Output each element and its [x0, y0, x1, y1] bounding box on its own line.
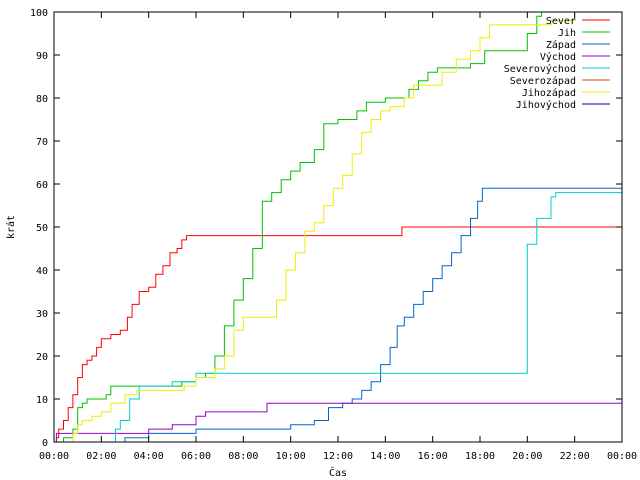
- x-tick-label: 10:00: [276, 451, 306, 462]
- legend-label: Jih: [558, 28, 576, 39]
- x-tick-label: 14:00: [370, 451, 400, 462]
- series-line-4: [54, 402, 622, 443]
- legend-label: Sever: [546, 16, 576, 27]
- x-tick-label: 08:00: [228, 451, 258, 462]
- axis-ticks: 0 10 20 30 40 50 60 70 80 90 100 00:00 02:00 04:00 06:…: [30, 8, 637, 462]
- y-tick-label: 0: [42, 438, 48, 449]
- legend-label: Severozápad: [510, 75, 576, 87]
- x-tick-label: 12:00: [323, 451, 353, 462]
- legend-label: Západ: [546, 39, 576, 51]
- x-tick-label: 00:00: [39, 451, 69, 462]
- x-tick-label: 02:00: [86, 451, 116, 462]
- legend-label: Severovýchod: [504, 63, 576, 75]
- series-line-5: [54, 192, 622, 443]
- series-line-1: [54, 226, 622, 443]
- series-line-7: [54, 11, 622, 443]
- y-tick-label: 100: [30, 8, 48, 19]
- y-tick-label: 60: [36, 180, 48, 191]
- y-tick-label: 80: [36, 94, 48, 105]
- x-axis-label: Čas: [329, 466, 347, 479]
- y-tick-label: 40: [36, 266, 48, 277]
- x-tick-label: 22:00: [560, 451, 590, 462]
- x-tick-label: 20:00: [512, 451, 542, 462]
- x-tick-label: 18:00: [465, 451, 495, 462]
- y-tick-label: 90: [36, 51, 48, 62]
- x-tick-label: 06:00: [181, 451, 211, 462]
- y-tick-label: 70: [36, 137, 48, 148]
- legend: SeverJihZápadVýchodSeverovýchodSeverozáp…: [504, 16, 610, 111]
- y-tick-label: 10: [36, 395, 48, 406]
- x-tick-label: 04:00: [134, 451, 164, 462]
- y-tick-label: 20: [36, 352, 48, 363]
- x-tick-label: 00:00: [607, 451, 637, 462]
- legend-label: Jihozápad: [522, 87, 576, 99]
- y-tick-label: 50: [36, 223, 48, 234]
- y-axis-label: krát: [5, 215, 17, 239]
- y-tick-label: 30: [36, 309, 48, 320]
- legend-label: Východ: [540, 51, 576, 63]
- legend-label: Jihovýchod: [516, 99, 576, 111]
- series-line-2: [54, 11, 622, 443]
- x-tick-label: 16:00: [418, 451, 448, 462]
- series-line-3: [54, 187, 622, 443]
